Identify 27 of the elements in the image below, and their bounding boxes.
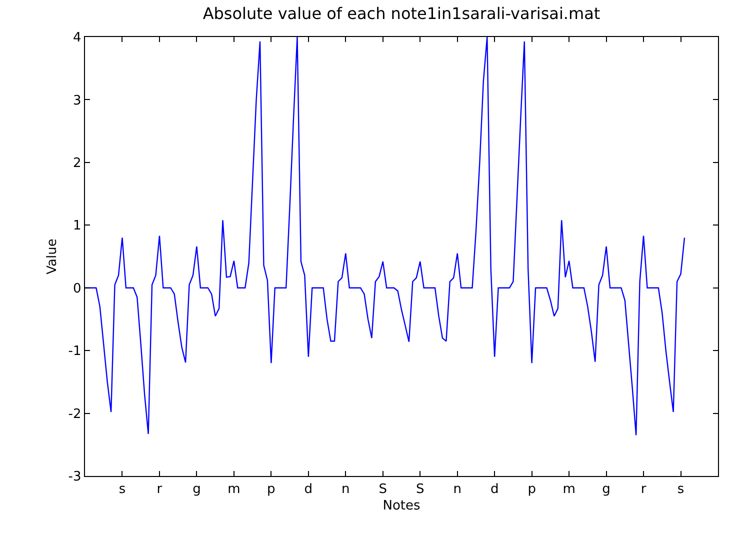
- x-tick-label: S: [378, 482, 388, 497]
- y-tick-label: -1: [68, 344, 82, 360]
- x-tick-label: m: [562, 482, 576, 497]
- x-tick-label: n: [342, 482, 350, 497]
- x-axis-title: Notes: [382, 498, 420, 514]
- y-tick-label: -3: [68, 470, 82, 485]
- x-tick-label: d: [304, 482, 313, 497]
- x-tick-label: r: [156, 482, 163, 497]
- x-tick-label: s: [677, 482, 684, 497]
- y-tick-label: -2: [68, 406, 82, 422]
- x-tick-label: s: [118, 482, 126, 497]
- y-tick-label: 2: [72, 156, 82, 171]
- y-tick-label: 3: [72, 93, 82, 108]
- y-axis-title: Value: [45, 238, 60, 274]
- y-tick-label: 0: [72, 281, 82, 296]
- x-tick-label: g: [192, 482, 201, 497]
- x-tick-label: n: [453, 482, 462, 497]
- x-tick-label: m: [228, 482, 240, 497]
- x-tick-label: r: [640, 482, 647, 497]
- x-tick-label: S: [416, 482, 424, 497]
- y-tick-label: 4: [72, 30, 82, 46]
- x-tick-label: p: [528, 482, 536, 497]
- x-tick-label: d: [490, 482, 499, 497]
- x-tick-label: g: [602, 482, 610, 497]
- chart-title: Absolute value of each note1in1sarali-varisai.mat: [202, 4, 600, 24]
- y-tick-label: 1: [72, 218, 82, 234]
- x-tick-label: p: [267, 482, 276, 497]
